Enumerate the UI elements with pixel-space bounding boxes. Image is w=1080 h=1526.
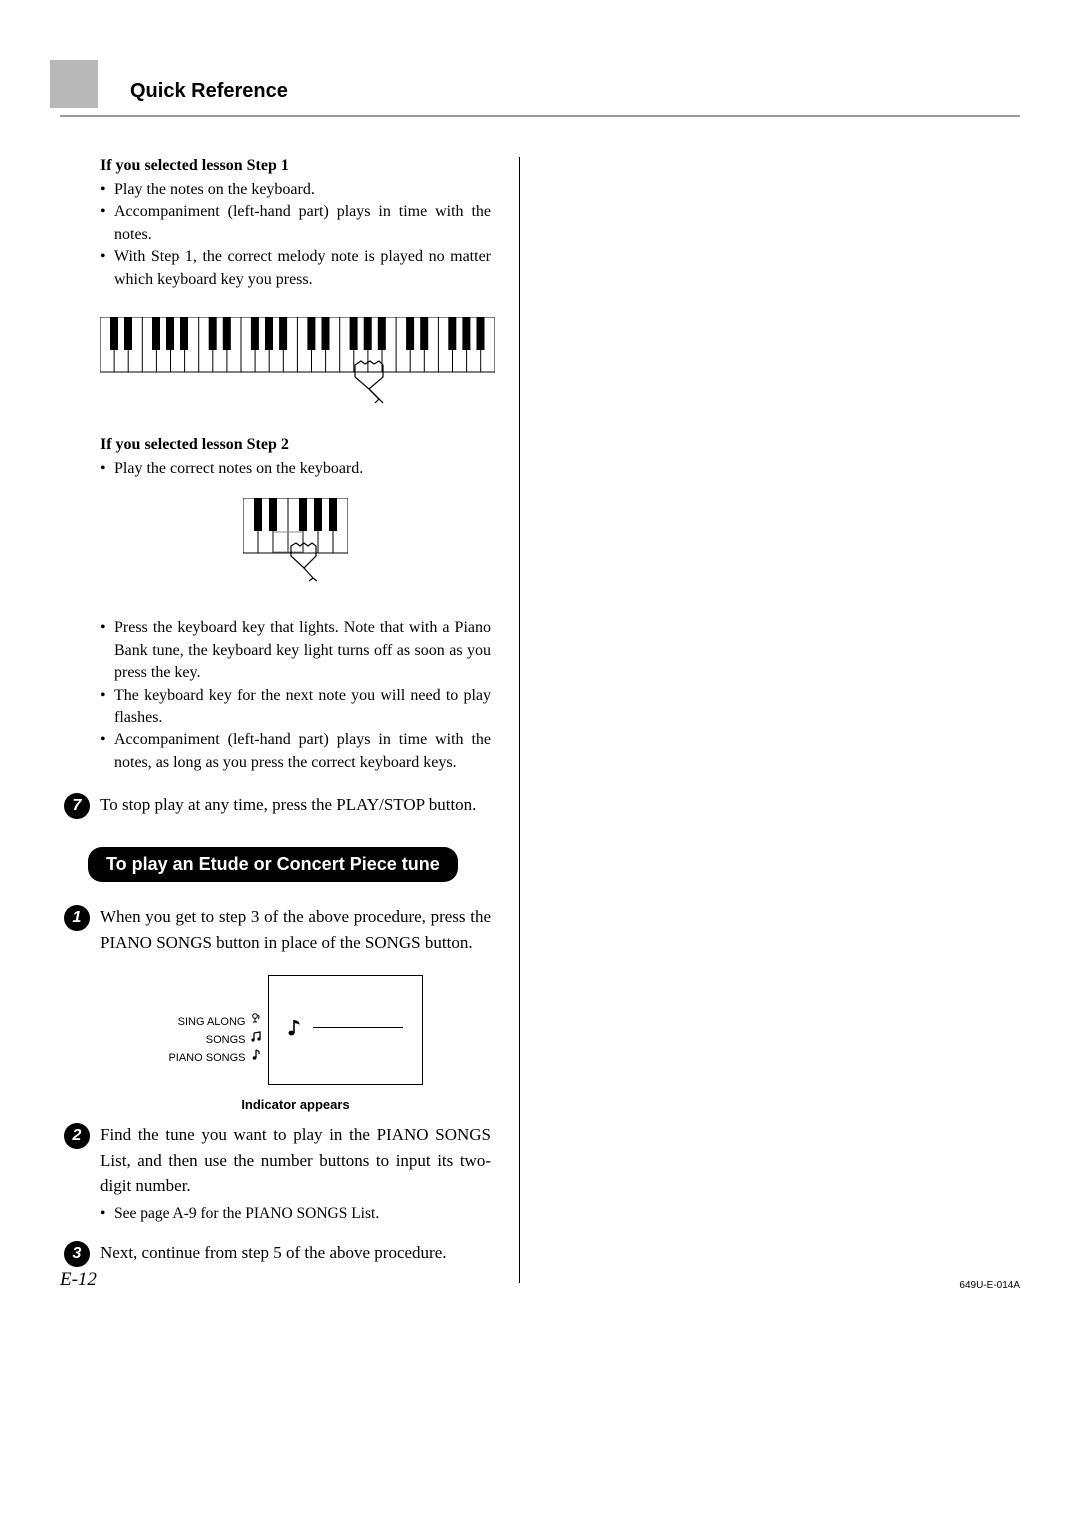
lesson2-bullets-a: Play the correct notes on the keyboard. [100,458,491,480]
page-number: E-12 [60,1269,97,1291]
lcd-label-songs: SONGS [168,1031,261,1049]
lcd-label-sing-along: SING ALONG [168,1013,261,1031]
lesson1-heading: If you selected lesson Step 1 [100,157,491,175]
lesson2-bullets-b: Press the keyboard key that lights. Note… [100,617,491,774]
lcd-indicator-line [313,1027,403,1028]
etude-step-1: 1 When you get to step 3 of the above pr… [64,904,491,955]
lesson1-bullets: Play the notes on the keyboard. Accompan… [100,179,491,291]
lesson2-heading: If you selected lesson Step 2 [100,436,491,454]
lcd-indicator-icon [287,1018,305,1043]
etude-step-3-text: Next, continue from step 5 of the above … [100,1240,491,1266]
lcd-label-piano-songs: PIANO SONGS [168,1049,261,1067]
step-number-badge: 1 [64,905,90,931]
lesson2-bullet: Accompaniment (left-hand part) plays in … [100,729,491,774]
keyboard-small-wrap [100,498,491,593]
etude-step-2-sub: See page A-9 for the PIANO SONGS List. [100,1203,491,1225]
header-title: Quick Reference [60,70,1020,115]
section-title-wrap: To play an Etude or Concert Piece tune [88,847,491,882]
eighth-note-icon [251,1049,262,1067]
keyboard-large-illustration [100,317,495,407]
step-number-badge: 3 [64,1241,90,1267]
page-header: Quick Reference [60,70,1020,117]
left-column: If you selected lesson Step 1 Play the n… [60,157,520,1283]
lesson2-bullet: The keyboard key for the next note you w… [100,685,491,730]
right-column [520,157,980,1283]
content-columns: If you selected lesson Step 1 Play the n… [60,157,1020,1283]
microphone-icon [251,1013,262,1031]
page-footer: E-12 649U-E-014A [60,1269,1020,1291]
lesson1-bullet: Accompaniment (left-hand part) plays in … [100,201,491,246]
etude-step-2: 2 Find the tune you want to play in the … [64,1122,491,1224]
lcd-diagram: SING ALONG SONGS PIANO SONGS [100,975,491,1112]
lesson2-bullet: Press the keyboard key that lights. Note… [100,617,491,684]
music-note-icon [251,1031,262,1049]
lesson1-bullet: Play the notes on the keyboard. [100,179,491,201]
etude-step-1-text: When you get to step 3 of the above proc… [100,904,491,955]
header-rule [60,115,1020,117]
etude-step-2-text: Find the tune you want to play in the PI… [100,1122,491,1224]
lesson2-bullet: Play the correct notes on the keyboard. [100,458,491,480]
lcd-screen-box [268,975,423,1085]
lcd-caption: Indicator appears [100,1097,491,1112]
step-number-badge: 2 [64,1123,90,1149]
step-7-text: To stop play at any time, press the PLAY… [100,792,491,818]
keyboard-small-illustration [243,498,348,588]
lesson1-bullet: With Step 1, the correct melody note is … [100,246,491,291]
etude-step-2-sub-item: See page A-9 for the PIANO SONGS List. [100,1203,491,1225]
lcd-side-labels: SING ALONG SONGS PIANO SONGS [168,1013,261,1067]
section-title: To play an Etude or Concert Piece tune [88,847,458,882]
etude-step-3: 3 Next, continue from step 5 of the abov… [64,1240,491,1267]
document-code: 649U-E-014A [959,1280,1020,1291]
step-number-badge: 7 [64,793,90,819]
step-7: 7 To stop play at any time, press the PL… [64,792,491,819]
header-tab-decoration [50,60,98,108]
